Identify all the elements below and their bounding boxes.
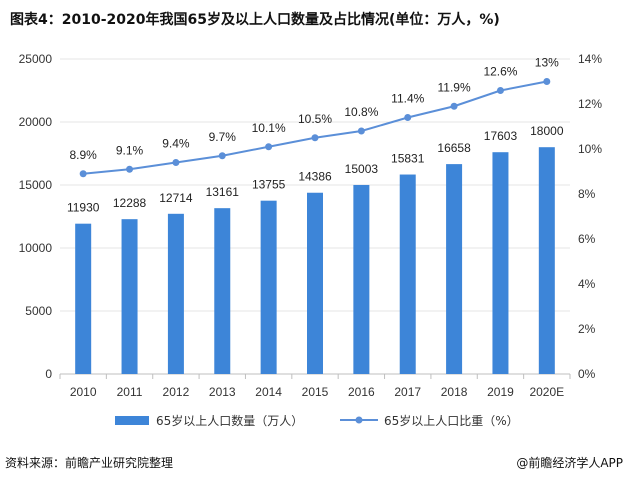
x-tick-label: 2020E bbox=[529, 385, 564, 399]
bar-value-label: 14386 bbox=[298, 170, 332, 184]
y-left-tick-label: 25000 bbox=[19, 52, 53, 66]
source-note: 资料来源：前瞻产业研究院整理 bbox=[5, 456, 174, 470]
line-value-label: 12.6% bbox=[483, 65, 517, 79]
line-point bbox=[450, 102, 458, 110]
y-left-tick-label: 20000 bbox=[19, 115, 53, 129]
x-tick-label: 2019 bbox=[487, 385, 514, 399]
legend-bar-swatch bbox=[115, 416, 149, 425]
y-right-tick-label: 6% bbox=[578, 232, 596, 246]
chart-title: 图表4：2010-2020年我国65岁及以上人口数量及占比情况(单位：万人，%) bbox=[10, 12, 500, 28]
legend-line-label: 65岁以上人口比重（%） bbox=[384, 413, 519, 428]
y-left-tick-label: 0 bbox=[45, 367, 52, 381]
y-right-tick-label: 10% bbox=[578, 142, 602, 156]
bar bbox=[167, 213, 184, 374]
line-value-label: 8.9% bbox=[70, 148, 98, 162]
bar bbox=[446, 164, 463, 374]
y-right-tick-label: 8% bbox=[578, 187, 596, 201]
line-point bbox=[172, 159, 180, 166]
line-point bbox=[126, 165, 134, 173]
line-point bbox=[311, 134, 319, 142]
bar-series bbox=[75, 147, 555, 374]
x-tick-label: 2011 bbox=[117, 385, 143, 399]
y-right-tick-label: 0% bbox=[578, 367, 596, 381]
y-left-tick-label: 5000 bbox=[25, 304, 52, 318]
bar bbox=[353, 184, 370, 374]
legend-bar-label: 65岁以上人口数量（万人） bbox=[156, 413, 303, 428]
bar bbox=[492, 152, 509, 374]
line-value-label: 10.1% bbox=[252, 121, 286, 135]
bar bbox=[538, 147, 555, 374]
x-tick-label: 2017 bbox=[394, 385, 421, 399]
bar-value-label: 16658 bbox=[437, 141, 471, 155]
bar-value-label: 17603 bbox=[484, 129, 518, 143]
line-value-label: 11.9% bbox=[438, 80, 471, 94]
bar bbox=[214, 208, 231, 374]
x-tick-label: 2010 bbox=[70, 385, 97, 399]
line-value-label: 10.5% bbox=[298, 112, 332, 126]
bar bbox=[307, 192, 323, 374]
line-point bbox=[218, 152, 226, 160]
line-value-label: 11.4% bbox=[391, 92, 424, 106]
line-value-label: 9.7% bbox=[209, 130, 237, 144]
bar-value-label: 13755 bbox=[252, 178, 286, 192]
line-value-label: 10.8% bbox=[344, 105, 378, 119]
bar-value-label: 13161 bbox=[206, 185, 240, 199]
bar-value-label: 12288 bbox=[113, 196, 147, 210]
y-right-tick-label: 2% bbox=[578, 322, 596, 336]
x-tick-label: 2014 bbox=[255, 385, 282, 399]
line-value-label: 9.1% bbox=[116, 143, 144, 157]
legend-line-marker bbox=[355, 416, 363, 424]
y-left-tick-label: 10000 bbox=[19, 241, 53, 255]
data-labels: 11930 12288 12714 13161 13755 14386 15003 15831… bbox=[67, 56, 564, 215]
bar-value-label: 12714 bbox=[159, 191, 193, 205]
line-value-label: 9.4% bbox=[162, 137, 190, 151]
line-series bbox=[79, 78, 551, 178]
bar bbox=[399, 174, 416, 374]
x-tick-label: 2015 bbox=[302, 385, 329, 399]
line-point bbox=[404, 114, 412, 121]
bar-value-label: 15831 bbox=[391, 152, 425, 166]
line-path bbox=[83, 80, 548, 175]
legend: 65岁以上人口数量（万人） 65岁以上人口比重（%） bbox=[115, 413, 519, 428]
line-point bbox=[357, 127, 365, 135]
brand-watermark: @前瞻经济学人APP bbox=[516, 456, 623, 470]
x-tick-label: 2018 bbox=[441, 385, 468, 399]
x-tick-label: 2016 bbox=[348, 385, 375, 399]
y-left-tick-label: 15000 bbox=[19, 178, 53, 192]
line-value-label: 13% bbox=[535, 56, 559, 70]
bar bbox=[260, 200, 277, 374]
bar-value-label: 15003 bbox=[345, 162, 379, 176]
line-point bbox=[79, 170, 87, 178]
line-point bbox=[496, 87, 504, 94]
line-point bbox=[265, 143, 273, 151]
y-right-tick-label: 14% bbox=[578, 52, 602, 66]
bar-value-label: 18000 bbox=[530, 124, 564, 138]
y-right-tick-label: 12% bbox=[578, 97, 602, 111]
axes: 0 5000 10000 15000 20000 25000 0% 2% 4% 6% 8% 10% 12… bbox=[19, 52, 603, 399]
x-tick-label: 2013 bbox=[209, 385, 236, 399]
line-point bbox=[543, 78, 551, 85]
bar bbox=[75, 223, 92, 374]
x-tick-label: 2012 bbox=[163, 385, 190, 399]
bar-value-label: 11930 bbox=[67, 201, 100, 215]
bar bbox=[121, 219, 138, 374]
y-right-tick-label: 4% bbox=[578, 277, 596, 291]
